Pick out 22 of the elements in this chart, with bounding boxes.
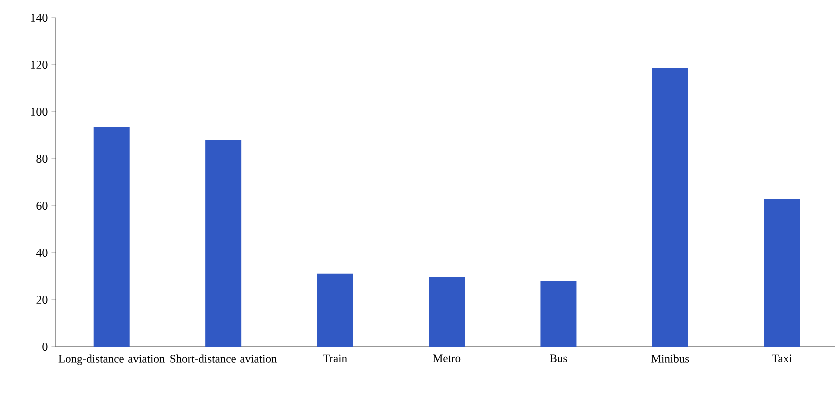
- bar: [94, 127, 130, 347]
- bar: [764, 198, 800, 347]
- x-tick-label: Minibus: [652, 354, 690, 363]
- y-tick-label: 140: [31, 14, 48, 22]
- y-tick-label: 20: [36, 296, 48, 304]
- x-tick-label: Long-distance aviation: [58, 354, 166, 366]
- x-tick-label: Bus: [550, 354, 568, 362]
- x-tick-label: Taxi: [772, 354, 792, 363]
- bar: [429, 276, 466, 347]
- bar: [540, 280, 577, 347]
- y-tick-label: 100: [31, 108, 48, 116]
- y-tick-label: 40: [36, 248, 48, 258]
- y-tick-label: 0: [42, 342, 48, 352]
- bar: [206, 140, 242, 347]
- bar: [652, 68, 688, 347]
- x-tick-label: Train: [323, 354, 348, 363]
- y-tick-label: 80: [36, 154, 48, 164]
- x-tick-label: Short-distance aviation: [170, 354, 278, 363]
- y-tick-label: 60: [36, 202, 48, 210]
- x-tick-label: Metro: [433, 354, 461, 362]
- y-tick-label: 120: [31, 60, 48, 70]
- bar: [317, 274, 354, 347]
